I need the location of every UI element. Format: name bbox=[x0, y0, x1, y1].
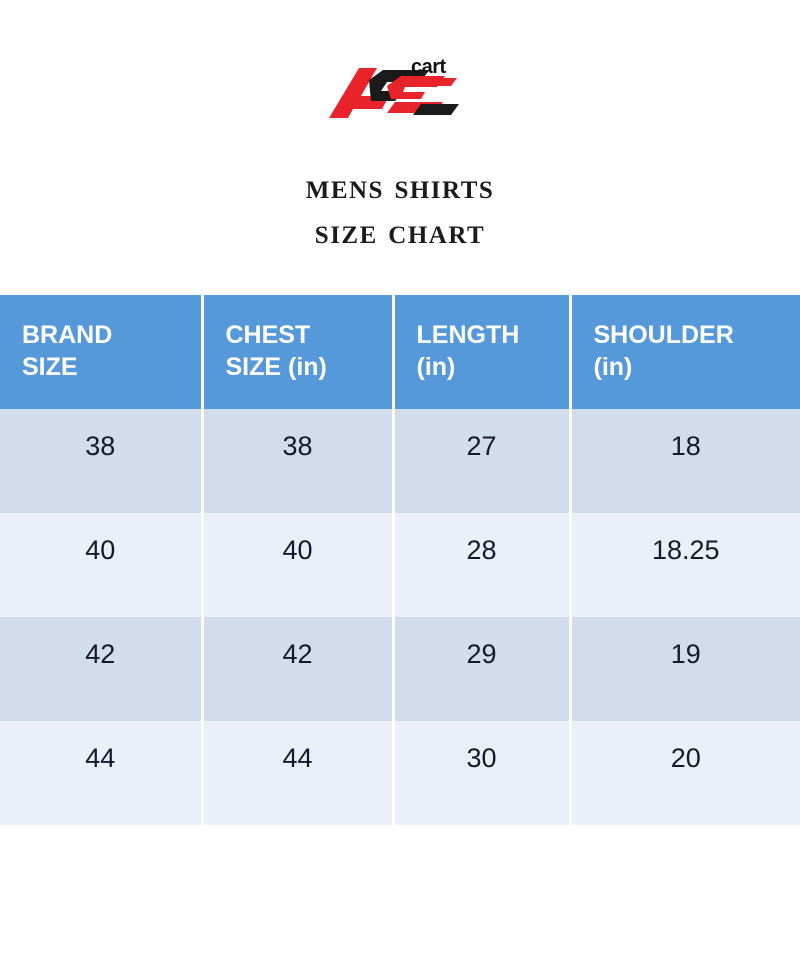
cell-shoulder: 20 bbox=[570, 721, 800, 825]
header-line-2: SIZE bbox=[22, 353, 78, 381]
cell-chest-size: 40 bbox=[202, 513, 395, 617]
cell-chest-size: 38 bbox=[202, 409, 395, 513]
cell-shoulder: 18.25 bbox=[570, 513, 800, 617]
header-line-2: (in) bbox=[593, 353, 633, 381]
cell-length: 27 bbox=[393, 409, 572, 513]
cell-chest-size: 44 bbox=[202, 721, 395, 825]
cell-brand-size: 40 bbox=[0, 513, 204, 617]
title-line-2: Size Chart bbox=[314, 211, 486, 252]
column-header-brand-size: BRAND SIZE bbox=[0, 295, 204, 409]
table-row: 42 42 29 19 bbox=[0, 617, 800, 721]
title-line-1: Mens Shirts bbox=[305, 166, 495, 206]
cell-brand-size: 42 bbox=[0, 617, 204, 721]
page-title: Mens Shirts Size Chart bbox=[0, 164, 800, 255]
table-row: 38 38 27 18 bbox=[0, 409, 800, 513]
header-line-1: CHEST bbox=[225, 321, 311, 349]
header-line-1: LENGTH bbox=[416, 321, 520, 349]
column-header-chest-size: CHEST SIZE (in) bbox=[202, 295, 395, 409]
header-line-1: BRAND bbox=[22, 321, 113, 349]
header-line-2: (in) bbox=[416, 353, 456, 381]
column-header-shoulder: SHOULDER (in) bbox=[570, 295, 800, 409]
header-line-2: SIZE (in) bbox=[225, 353, 327, 381]
logo-cart-text: cart bbox=[411, 56, 446, 78]
size-chart-table: BRAND SIZE CHEST SIZE (in) LENGTH (in) S… bbox=[0, 295, 800, 825]
table-row: 40 40 28 18.25 bbox=[0, 513, 800, 617]
cell-length: 28 bbox=[393, 513, 572, 617]
ace-cart-logo: cart bbox=[325, 56, 475, 128]
logo-area: cart bbox=[0, 0, 800, 170]
cell-brand-size: 38 bbox=[0, 409, 204, 513]
cell-length: 29 bbox=[393, 617, 572, 721]
cell-shoulder: 18 bbox=[570, 409, 800, 513]
table-row: 44 44 30 20 bbox=[0, 721, 800, 825]
ace-logo-mark bbox=[329, 68, 459, 118]
cell-shoulder: 19 bbox=[570, 617, 800, 721]
table-header-row: BRAND SIZE CHEST SIZE (in) LENGTH (in) S… bbox=[0, 295, 800, 409]
cell-brand-size: 44 bbox=[0, 721, 204, 825]
cell-length: 30 bbox=[393, 721, 572, 825]
cell-chest-size: 42 bbox=[202, 617, 395, 721]
column-header-length: LENGTH (in) bbox=[393, 295, 572, 409]
header-line-1: SHOULDER bbox=[593, 321, 734, 349]
